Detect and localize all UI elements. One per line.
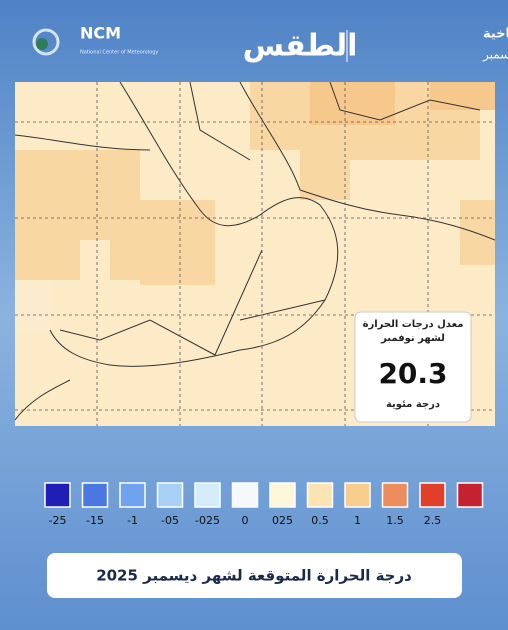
footer-box bbox=[47, 553, 462, 598]
legend-swatch bbox=[381, 482, 409, 508]
warm-area bbox=[430, 82, 495, 110]
warm-area bbox=[350, 200, 495, 265]
legend-swatch bbox=[344, 482, 371, 508]
legend-label: 1 bbox=[354, 514, 361, 527]
info-unit: درجة مئوية bbox=[386, 399, 440, 410]
legend-swatch bbox=[231, 482, 259, 508]
logo-text: NCM bbox=[80, 24, 121, 43]
legend-swatch bbox=[156, 482, 184, 508]
legend-swatch bbox=[269, 482, 296, 508]
legend-label: -1 bbox=[127, 514, 138, 527]
map bbox=[15, 82, 495, 426]
logo-mark bbox=[36, 38, 48, 50]
warm-area bbox=[15, 150, 140, 280]
legend-swatch bbox=[119, 482, 146, 508]
section: الإحصائيات المناخية bbox=[483, 27, 508, 42]
coastlines bbox=[15, 82, 495, 421]
info-value: 20.3 bbox=[378, 357, 447, 390]
graticule bbox=[15, 82, 495, 426]
title: الطقس bbox=[243, 29, 358, 64]
footer-title: درجة الحرارة المتوقعة لشهر ديسمبر 2025 bbox=[96, 567, 412, 585]
legend-label: 0.5 bbox=[311, 514, 329, 527]
info-label-wrap: معدل درجات الحرارة لشهر نوفمبر bbox=[362, 319, 464, 344]
warm-area bbox=[140, 200, 215, 285]
legend-label: -25 bbox=[49, 514, 67, 527]
mild-area bbox=[15, 280, 50, 330]
legend-label: -025 bbox=[195, 514, 220, 527]
legend: -25 -15 -1 -05 -025 0 025 0.5 1 1.5 2.5 bbox=[44, 482, 484, 527]
legend-swatch bbox=[81, 482, 109, 508]
info-box bbox=[354, 311, 472, 423]
month: ديسمبر bbox=[482, 48, 508, 63]
logo-subtitle: National Center of Meteorology bbox=[80, 50, 158, 56]
legend-label: 025 bbox=[272, 514, 293, 527]
legend-label: 0 bbox=[242, 514, 249, 527]
legend-swatch bbox=[419, 482, 446, 508]
legend-label: -05 bbox=[161, 514, 179, 527]
logo-mark bbox=[32, 28, 60, 56]
legend-swatch bbox=[194, 482, 221, 508]
legend-swatch bbox=[44, 482, 71, 508]
legend-label: 2.5 bbox=[424, 514, 442, 527]
info-label: معدل درجات الحرارة لشهر نوفمبر bbox=[362, 319, 464, 344]
legend-label: 1.5 bbox=[386, 514, 404, 527]
legend-swatch bbox=[456, 482, 484, 508]
legend-label: -15 bbox=[86, 514, 104, 527]
warm-area bbox=[310, 82, 395, 125]
legend-swatch bbox=[306, 482, 334, 508]
